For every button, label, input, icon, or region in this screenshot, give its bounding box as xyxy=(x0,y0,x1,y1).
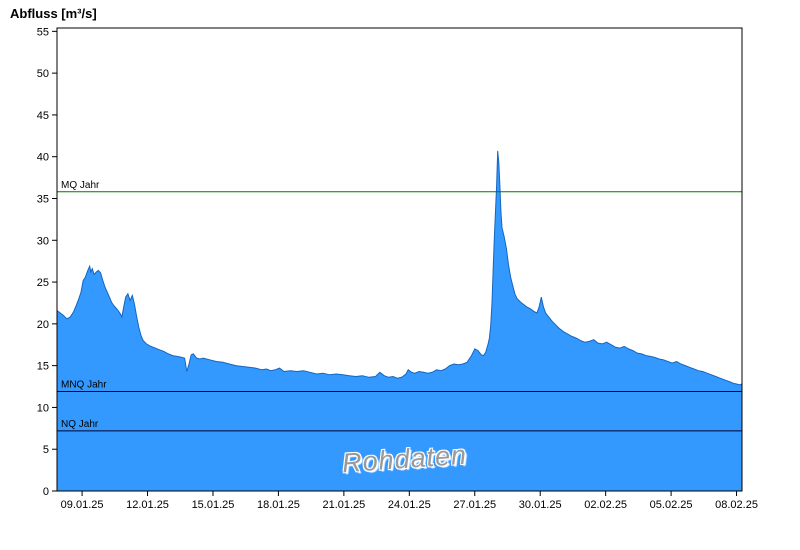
y-axis-tick-label: 5 xyxy=(43,444,49,456)
chart-title: Abfluss [m³/s] xyxy=(10,6,97,21)
discharge-line xyxy=(56,150,743,386)
x-axis-tick-label: 09.01.25 xyxy=(61,499,104,511)
reference-line-label: NQ Jahr xyxy=(61,419,99,430)
x-axis-tick-label: 24.01.25 xyxy=(388,499,431,511)
x-axis-tick-label: 27.01.25 xyxy=(453,499,496,511)
plot-border xyxy=(56,27,743,492)
y-axis-tick-label: 15 xyxy=(37,361,49,373)
y-axis-tick-label: 20 xyxy=(37,319,49,331)
x-axis-tick-label: 08.02.25 xyxy=(715,499,758,511)
x-axis-tick-label: 05.02.25 xyxy=(650,499,693,511)
y-axis-tick-label: 30 xyxy=(37,235,49,247)
y-axis-tick-label: 0 xyxy=(43,486,49,498)
y-axis-tick-label: 40 xyxy=(37,152,49,164)
x-axis-tick-label: 02.02.25 xyxy=(584,499,627,511)
y-axis-tick-label: 10 xyxy=(37,402,49,414)
x-axis-tick-label: 18.01.25 xyxy=(257,499,300,511)
y-axis-tick-label: 50 xyxy=(37,68,49,80)
x-axis-tick-label: 12.01.25 xyxy=(126,499,169,511)
y-axis-tick-label: 25 xyxy=(37,277,49,289)
y-axis-tick-label: 55 xyxy=(37,26,49,38)
x-axis-tick-label: 21.01.25 xyxy=(322,499,365,511)
reference-line-label: MNQ Jahr xyxy=(61,380,107,391)
reference-line-label: MQ Jahr xyxy=(61,180,100,191)
y-axis-tick-label: 45 xyxy=(37,110,49,122)
discharge-area xyxy=(57,150,742,491)
x-axis-tick-label: 30.01.25 xyxy=(519,499,562,511)
y-axis-tick-label: 35 xyxy=(37,193,49,205)
x-axis-tick-label: 15.01.25 xyxy=(192,499,235,511)
